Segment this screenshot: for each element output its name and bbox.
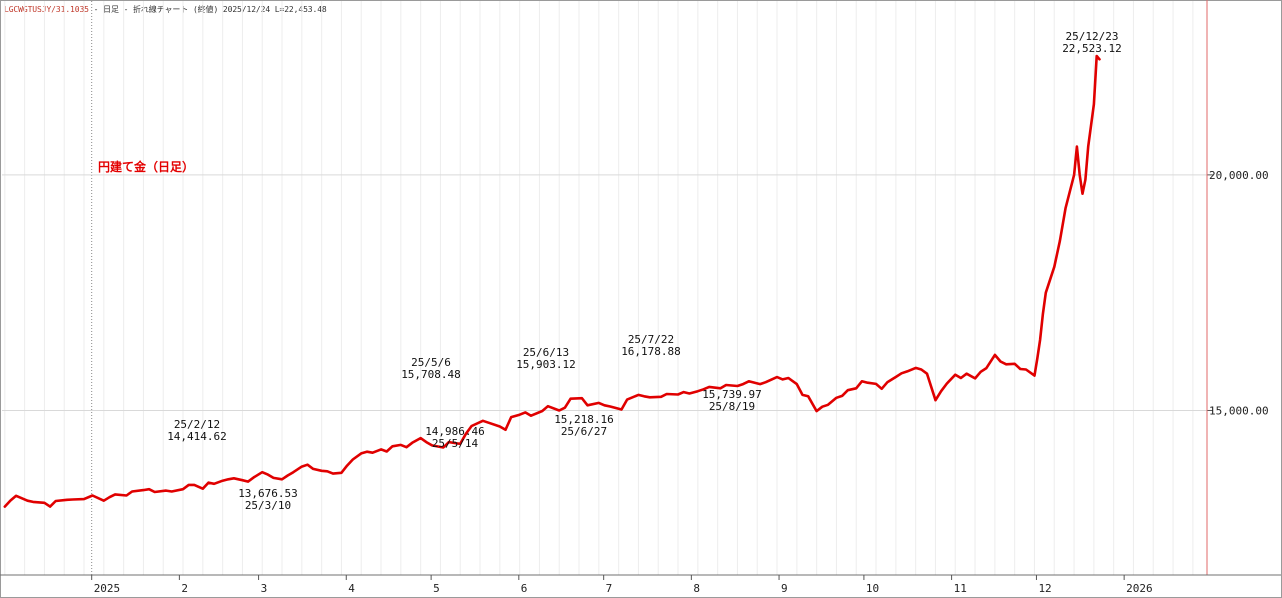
annotation-line-2: 25/5/14 [432,437,479,450]
x-tick-label: 2 [181,582,188,595]
x-tick-label: 3 [261,582,268,595]
x-tick-label: 11 [954,582,967,595]
annotation-line-2: 15,903.12 [516,358,576,371]
y-tick-label: 20,000.00 [1209,169,1269,182]
x-tick-label: 4 [348,582,355,595]
x-tick-label: 5 [433,582,440,595]
annotation-line-2: 25/8/19 [709,400,755,413]
annotation-line-1: 15,218.16 [554,413,614,426]
x-tick-label: 8 [693,582,700,595]
series-line [3,54,1101,508]
annotation-line-1: 13,676.53 [238,487,298,500]
annotation-line-1: 15,739.97 [702,388,762,401]
annotation-line-1: 14,986.46 [425,425,485,438]
annotation-line-1: 25/2/12 [174,418,220,431]
series [3,54,1101,508]
annotation-line-2: 22,523.12 [1062,42,1122,55]
chart-header: LGCWGTUSJY/31.1035 - 日足 - 折れ線チャート (終値) 2… [4,4,327,15]
annotation-line-2: 16,178.88 [621,345,681,358]
symbol-code: LGCWGTUSJY/31.1035 [4,5,89,14]
annotation-line-2: 14,414.62 [167,430,227,443]
annotation-line-2: 15,708.48 [401,368,461,381]
series-title: 円建て金（日足） [98,159,194,174]
annotation-line-1: 25/5/6 [411,356,451,369]
chart-info: - 日足 - 折れ線チャート (終値) 2025/12/24 L=22,453.… [93,5,327,14]
x-tick-label: 7 [606,582,613,595]
x-tick-label: 2025 [94,582,121,595]
annotation-line-1: 25/7/22 [628,333,674,346]
x-tick-label: 2026 [1126,582,1153,595]
x-tick-label: 6 [521,582,528,595]
annotation-line-1: 25/12/23 [1066,30,1119,43]
x-tick-label: 9 [781,582,788,595]
annotations: 25/2/1214,414.6213,676.5325/3/1025/5/615… [167,30,1122,512]
y-tick-label: 15,000.00 [1209,404,1269,417]
x-tick-label: 10 [866,582,879,595]
annotation-line-1: 25/6/13 [523,346,569,359]
annotation-line-2: 25/6/27 [561,425,607,438]
x-tick-label: 12 [1038,582,1051,595]
annotation-line-2: 25/3/10 [245,499,291,512]
